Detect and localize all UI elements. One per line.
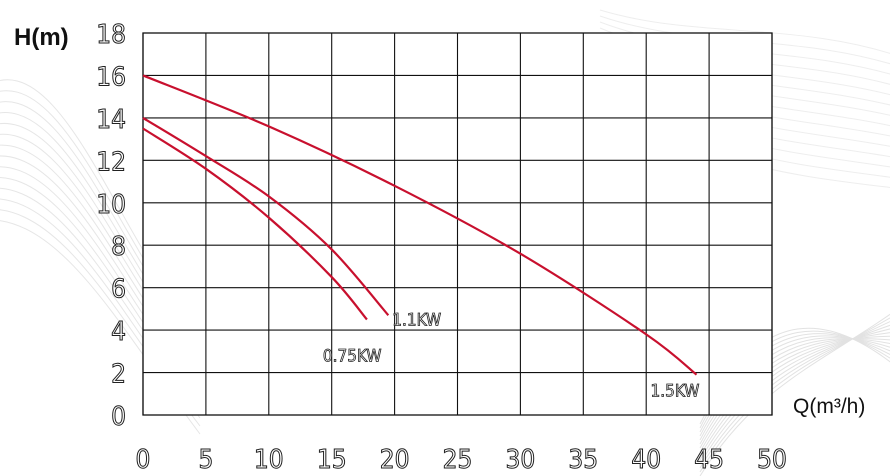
x-tick-label: 40 <box>631 445 661 475</box>
y-tick-label: 6 <box>111 275 126 305</box>
x-tick-label: 20 <box>380 445 410 475</box>
series-label: 0.75KW <box>323 347 382 367</box>
y-tick-label: 8 <box>111 232 126 262</box>
y-tick-label: 16 <box>96 62 126 92</box>
background-wave-line <box>699 317 890 473</box>
x-axis-title: Q(m³/h) <box>793 395 865 418</box>
y-tick-label: 14 <box>96 105 126 135</box>
y-axis-title: H(m) <box>14 24 69 51</box>
x-tick-label: 25 <box>443 445 473 475</box>
y-tick-label: 2 <box>111 360 126 390</box>
y-tick-label: 10 <box>96 190 126 220</box>
y-tick-label: 0 <box>111 402 126 432</box>
background-wave-line <box>699 332 890 457</box>
background-wave-line <box>699 328 890 461</box>
x-tick-label: 0 <box>136 445 151 475</box>
series-label: 1.5KW <box>651 382 700 402</box>
curve-labels: 0.75KW 1.1KW 1.5KW <box>323 310 700 402</box>
y-axis-ticks: 0 2 4 6 8 10 12 14 16 18 <box>96 20 127 433</box>
y-tick-label: 4 <box>111 317 126 347</box>
series-line-2 <box>142 74 698 376</box>
background-wave-line <box>699 313 890 476</box>
x-tick-label: 35 <box>568 445 598 475</box>
x-tick-label: 15 <box>317 445 347 475</box>
x-tick-label: 30 <box>506 445 536 475</box>
chart-grid <box>142 32 773 416</box>
series-line-1 <box>142 116 390 316</box>
y-tick-label: 18 <box>96 20 126 50</box>
x-tick-label: 45 <box>694 445 724 475</box>
background-wave-line <box>699 324 890 465</box>
series-line-0 <box>142 127 368 321</box>
x-tick-label: 5 <box>198 445 213 475</box>
background-wave-line <box>599 9 890 54</box>
x-axis-ticks: 0 5 10 15 20 25 30 35 40 45 50 <box>135 445 787 476</box>
y-tick-label: 12 <box>96 147 126 177</box>
pump-curves <box>142 74 698 376</box>
x-tick-label: 50 <box>757 445 787 475</box>
background-wave-line <box>699 321 890 469</box>
x-tick-label: 10 <box>254 445 284 475</box>
series-label: 1.1KW <box>392 310 441 330</box>
